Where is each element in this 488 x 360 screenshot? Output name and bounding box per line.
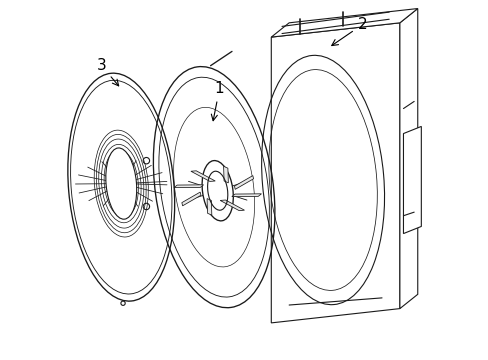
Ellipse shape bbox=[105, 148, 137, 219]
Polygon shape bbox=[271, 23, 399, 323]
Text: 3: 3 bbox=[97, 58, 119, 86]
Polygon shape bbox=[403, 126, 421, 234]
Polygon shape bbox=[399, 9, 417, 309]
Polygon shape bbox=[271, 9, 417, 37]
Polygon shape bbox=[220, 200, 244, 211]
Polygon shape bbox=[231, 194, 261, 197]
Polygon shape bbox=[223, 166, 228, 183]
Polygon shape bbox=[174, 185, 203, 188]
Ellipse shape bbox=[202, 161, 233, 221]
Polygon shape bbox=[234, 176, 253, 189]
Polygon shape bbox=[206, 199, 211, 215]
Polygon shape bbox=[182, 192, 201, 206]
Text: 2: 2 bbox=[331, 17, 366, 46]
Text: 1: 1 bbox=[211, 81, 224, 121]
Polygon shape bbox=[190, 171, 215, 181]
